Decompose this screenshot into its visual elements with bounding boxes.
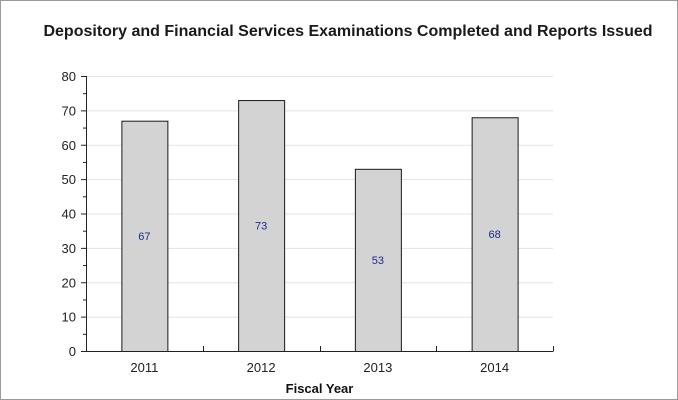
y-tick-label: 20: [62, 275, 76, 290]
y-tick-label: 10: [62, 310, 76, 325]
y-tick-label: 80: [62, 69, 76, 84]
bars: [121, 100, 519, 352]
x-tick-label-2012: 2012: [247, 360, 276, 375]
x-tick-label-2011: 2011: [130, 360, 158, 375]
chart-title: Depository and Financial Services Examin…: [43, 23, 653, 40]
x-tick-label-2013: 2013: [363, 360, 392, 375]
bar-2014: [471, 117, 519, 352]
data-label-2013: 53: [372, 255, 384, 267]
y-tick-label: 50: [62, 172, 76, 187]
bar-2012: [238, 100, 286, 352]
axes: [86, 76, 554, 352]
x-ticks: 2011 2012 2013 2014: [86, 346, 554, 375]
y-tick-label: 70: [62, 103, 76, 118]
data-labels: 67 73 53 68: [138, 221, 501, 267]
x-tick-label-2014: 2014: [480, 360, 509, 375]
y-tick-label: 60: [62, 138, 76, 153]
y-ticks: 0 10 20 30 40 50 60 70 80: [62, 69, 86, 359]
bar-2011: [121, 120, 169, 352]
y-tick-label: 0: [69, 344, 76, 359]
bar-2013: [354, 168, 402, 352]
data-label-2014: 68: [489, 229, 501, 241]
x-axis-title: Fiscal Year: [286, 381, 354, 396]
y-tick-label: 40: [62, 207, 76, 222]
data-label-2012: 73: [255, 221, 267, 233]
y-tick-label: 30: [62, 241, 76, 256]
data-label-2011: 67: [138, 231, 150, 243]
